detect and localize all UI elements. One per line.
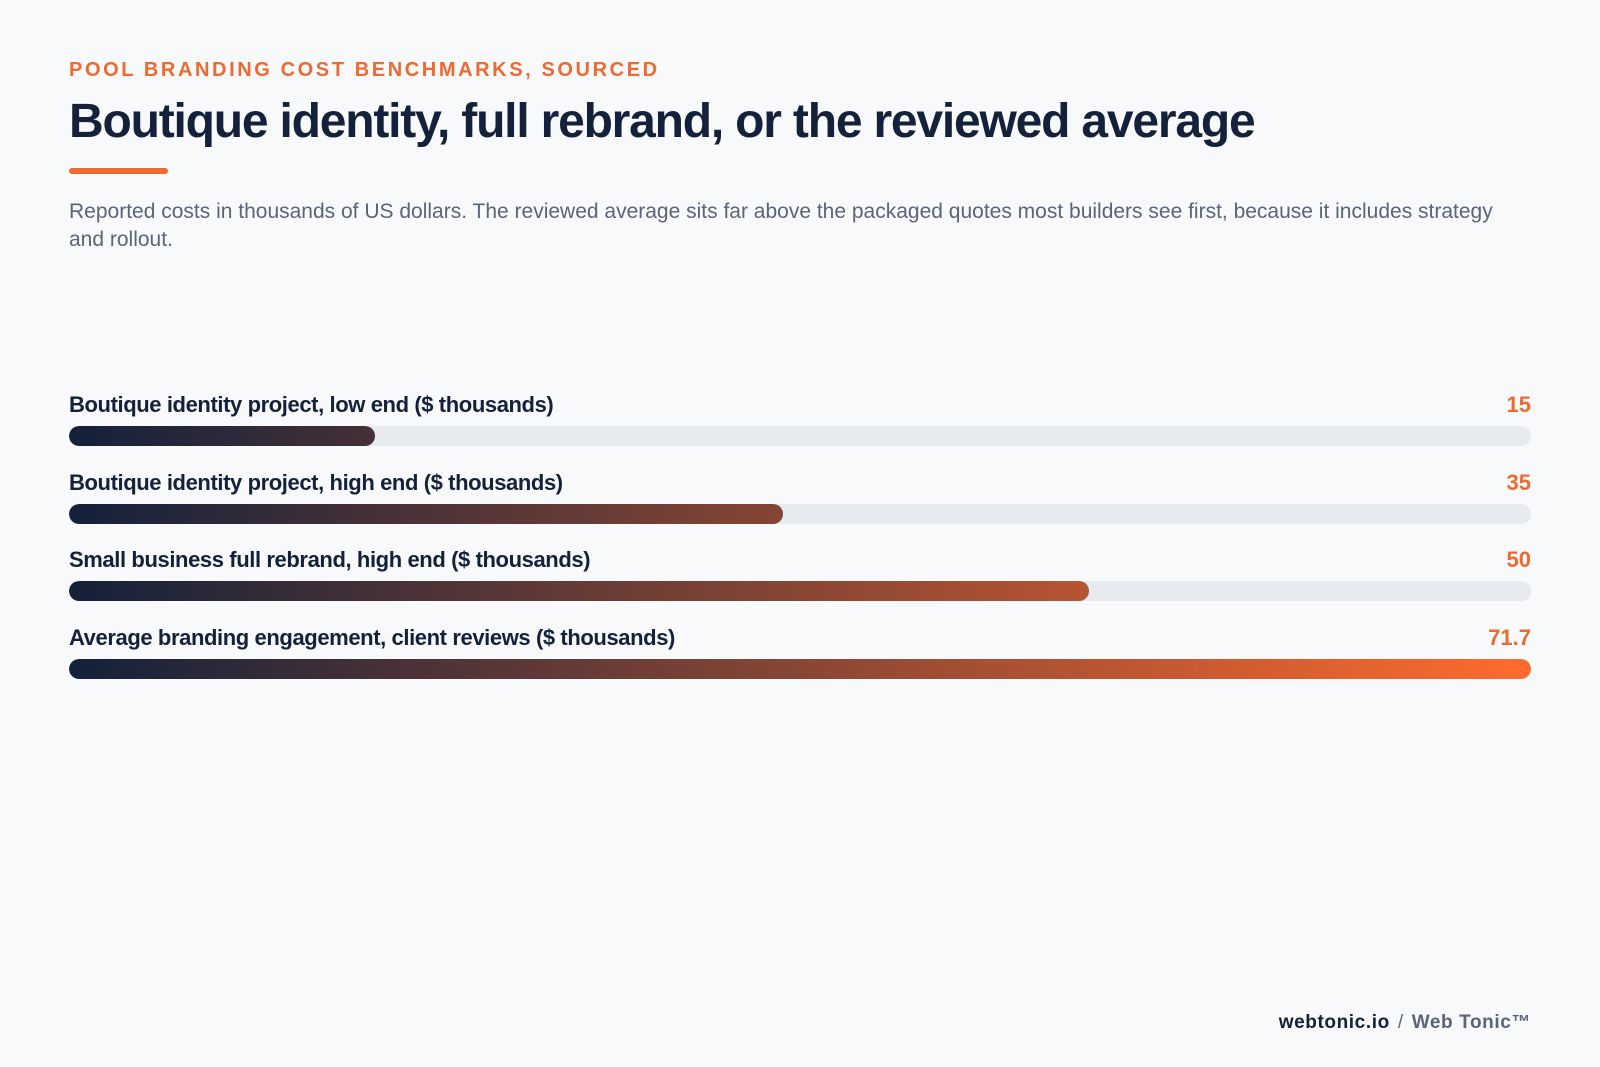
- footer-separator: /: [1397, 1012, 1404, 1033]
- chart-header: POOL BRANDING COST BENCHMARKS, SOURCED B…: [69, 58, 1531, 254]
- kicker: POOL BRANDING COST BENCHMARKS, SOURCED: [69, 59, 660, 81]
- bar-row: Boutique identity project, low end ($ th…: [69, 388, 1531, 466]
- bar-track: [69, 503, 1531, 524]
- footer-site: webtonic.io: [1278, 1012, 1390, 1033]
- page-title: Boutique identity, full rebrand, or the …: [69, 95, 1256, 148]
- bar-header: Average branding engagement, client revi…: [69, 621, 1531, 655]
- bar-label: Small business full rebrand, high end ($…: [69, 547, 591, 572]
- bar: [69, 658, 1531, 679]
- bar-label: Average branding engagement, client revi…: [69, 624, 675, 650]
- bar-header: Boutique identity project, high end ($ t…: [69, 466, 1531, 500]
- bar-header: Boutique identity project, low end ($ th…: [69, 388, 1531, 422]
- bar-value-label: 35: [1506, 469, 1531, 495]
- bar-header: Small business full rebrand, high end ($…: [69, 543, 1531, 577]
- bar-label: Boutique identity project, high end ($ t…: [69, 469, 563, 495]
- bar-value-label: 15: [1506, 392, 1531, 417]
- bar-track: [69, 581, 1531, 601]
- bar-value-label: 50: [1506, 547, 1531, 572]
- bar: [69, 426, 375, 446]
- bar: [69, 503, 783, 524]
- bar: [69, 581, 1089, 601]
- bar-value-label: 71.7: [1488, 624, 1531, 650]
- bar-row: Average branding engagement, client revi…: [69, 621, 1531, 699]
- bar-chart: Boutique identity project, low end ($ th…: [69, 388, 1531, 698]
- subtitle: Reported costs in thousands of US dollar…: [69, 200, 1493, 251]
- footer-brand: Web Tonic™: [1411, 1012, 1531, 1033]
- bar-row: Small business full rebrand, high end ($…: [69, 543, 1531, 621]
- accent-rule: [69, 168, 168, 174]
- bar-label: Boutique identity project, low end ($ th…: [69, 392, 554, 417]
- bar-row: Boutique identity project, high end ($ t…: [69, 466, 1531, 544]
- bar-track: [69, 426, 1531, 446]
- footer-credit: webtonic.io / Web Tonic™: [1279, 1012, 1531, 1034]
- bar-track: [69, 658, 1531, 679]
